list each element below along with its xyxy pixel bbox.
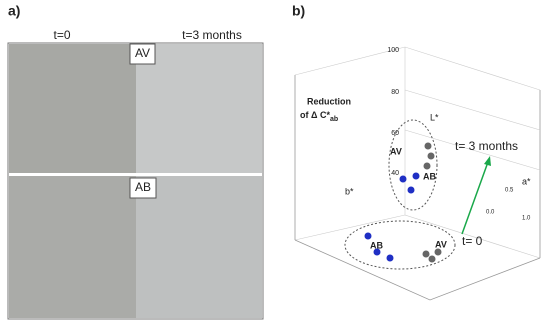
photo xyxy=(136,176,262,318)
axis-label: L* xyxy=(430,112,439,122)
point xyxy=(422,250,430,258)
annotation: t= 0 xyxy=(462,234,483,248)
axis-tick-label: 1.0 xyxy=(522,216,531,222)
plot-title: of Δ C* xyxy=(300,110,330,120)
plot-box xyxy=(294,46,541,301)
axis-label: b* xyxy=(345,186,354,196)
sample-box xyxy=(129,43,156,65)
annotation: AV xyxy=(390,146,402,156)
point xyxy=(386,254,394,262)
point xyxy=(424,142,432,150)
point xyxy=(428,255,436,263)
arrow-head xyxy=(484,156,491,166)
annotation: AB xyxy=(370,240,383,250)
axis-label: a* xyxy=(522,176,531,186)
point xyxy=(423,162,431,170)
points xyxy=(364,142,442,263)
axis-tick-label: 0.0 xyxy=(486,210,495,216)
z-tick-label: 60 xyxy=(391,130,399,137)
annotation: t= 3 months xyxy=(455,139,518,153)
panel-label: a) xyxy=(8,3,20,19)
arrow xyxy=(461,161,489,235)
annotation: AV xyxy=(435,239,447,249)
z-tick-label: 100 xyxy=(387,47,399,54)
plot-title-subscript: ab xyxy=(330,116,338,123)
panel-label: b) xyxy=(292,3,305,19)
group-ellipse xyxy=(344,220,456,270)
plot-title: Reduction xyxy=(307,96,351,106)
annotation: AB xyxy=(423,171,436,181)
point xyxy=(399,175,407,183)
z-tick-label: 40 xyxy=(391,170,399,177)
z-tick-label: 80 xyxy=(391,89,399,96)
point xyxy=(373,248,381,256)
point xyxy=(407,186,415,194)
sample-label: AV xyxy=(135,46,150,60)
axis-tick-label: 0.5 xyxy=(505,188,514,194)
point xyxy=(412,172,420,180)
photo xyxy=(9,44,136,173)
photo xyxy=(136,44,262,173)
group-ellipse xyxy=(388,119,438,211)
sample-label: AB xyxy=(135,180,151,194)
photo xyxy=(9,176,136,318)
point xyxy=(434,248,442,256)
plot-title: of Δ C*ab xyxy=(300,110,338,122)
sample-box xyxy=(129,177,157,199)
column-title: t=0 xyxy=(53,28,70,42)
point xyxy=(427,152,435,160)
point xyxy=(364,232,372,240)
column-title: t=3 months xyxy=(182,28,242,42)
